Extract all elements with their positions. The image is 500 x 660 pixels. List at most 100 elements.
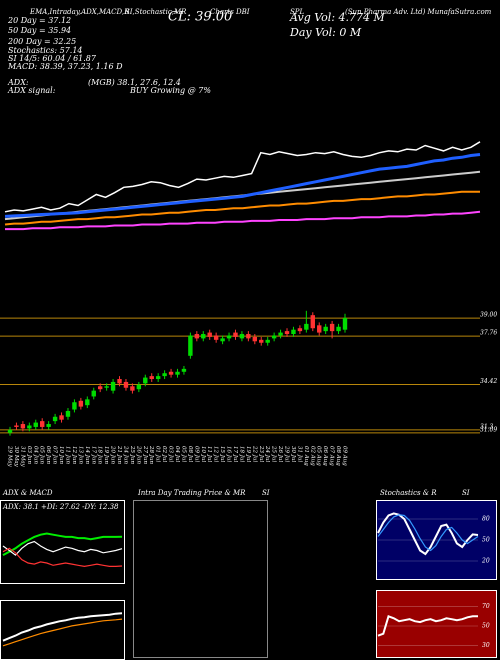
y-tick-label: 70 xyxy=(482,603,490,610)
candle-body xyxy=(155,376,161,380)
x-tick-label: 20 Jun xyxy=(110,445,116,464)
x-tick-label: 19 Jul xyxy=(245,446,251,462)
x-tick-label: 03 Jun xyxy=(26,446,32,464)
x-tick-label: 26 Jul xyxy=(277,445,283,462)
header-text: SI 14/5: 60.04 / 61.87 xyxy=(8,54,97,63)
x-tick-label: 04 Jul xyxy=(174,446,180,462)
panel-title: ADX & MACD xyxy=(2,489,53,497)
header-text: BUY Growing @ 7% xyxy=(129,86,211,95)
header-text: Avg Vol: 4.774 M xyxy=(289,11,386,24)
y-tick-label: 20 xyxy=(481,558,490,565)
candle-body xyxy=(181,368,187,372)
x-tick-label: 18 Jul xyxy=(238,446,244,462)
x-tick-label: 21 Jun xyxy=(116,445,122,464)
candle-body xyxy=(136,384,142,390)
moving-average-line xyxy=(4,153,481,218)
x-tick-label: 09 Aug xyxy=(342,446,348,466)
header-text: SPL xyxy=(290,8,305,16)
indicator-line xyxy=(2,540,123,556)
candle-body xyxy=(213,335,219,340)
candle-body xyxy=(52,416,58,422)
candle-body xyxy=(27,425,32,429)
candle-body xyxy=(310,315,315,329)
candle-body xyxy=(33,422,38,427)
x-tick-label: 06 Jun xyxy=(45,446,51,464)
panel-frame xyxy=(0,500,125,584)
x-tick-label: 27 Jun xyxy=(142,445,148,464)
candle-body xyxy=(117,379,122,384)
candle-body xyxy=(123,381,129,388)
candle-body xyxy=(323,326,328,332)
x-tick-label: 03 Jul xyxy=(168,446,174,462)
candle-body xyxy=(143,377,148,384)
candle-body xyxy=(246,334,251,339)
candle-body xyxy=(20,424,26,429)
panel-frame xyxy=(376,590,497,658)
moving-average-line xyxy=(4,190,480,226)
candle-body xyxy=(40,421,45,427)
candle-body xyxy=(59,415,64,420)
x-tick-label: 29 Jul xyxy=(284,445,290,462)
x-tick-label: 12 Jun xyxy=(71,446,77,464)
header-text: Charts DBI xyxy=(210,8,250,16)
x-tick-label: 29 May xyxy=(7,445,13,468)
candle-body xyxy=(72,402,77,410)
y-tick-label: 31.3 xyxy=(480,423,494,430)
x-tick-label: 07 Aug xyxy=(329,446,335,466)
panel-frame xyxy=(0,600,125,660)
x-tick-label: 15 Jul xyxy=(219,446,225,462)
x-tick-label: 05 Aug xyxy=(316,446,322,466)
candle-body xyxy=(201,334,206,339)
x-tick-label: 24 Jul xyxy=(264,445,270,462)
candle-body xyxy=(149,376,154,380)
indicator-line xyxy=(2,612,123,642)
panel-title: ADX: 38.1 +DI: 27.62 -DY: 12.38 xyxy=(2,503,119,511)
candle-body xyxy=(297,328,303,332)
candle-body xyxy=(317,325,322,333)
price-line xyxy=(4,141,481,213)
candle-body xyxy=(175,371,180,375)
candle-body xyxy=(188,335,193,356)
x-tick-label: 13 Jun xyxy=(77,446,83,464)
candle-body xyxy=(329,323,335,332)
candle-body xyxy=(259,339,264,343)
x-tick-label: 06 Aug xyxy=(322,446,328,466)
candle-body xyxy=(162,373,167,377)
y-tick-label: 50 xyxy=(482,537,490,544)
candle-body xyxy=(110,381,116,391)
x-tick-label: 09 Jul xyxy=(193,446,199,462)
candle-body xyxy=(304,323,309,330)
candle-body xyxy=(207,332,212,337)
x-tick-label: 25 Jun xyxy=(129,445,135,464)
candle-body xyxy=(194,334,200,339)
candle-body xyxy=(220,338,225,342)
candle-body xyxy=(91,390,96,397)
header-text: Day Vol: 0 M xyxy=(289,26,362,39)
candle-body xyxy=(252,336,258,342)
panel-title: SI xyxy=(462,489,470,497)
moving-average-line xyxy=(5,210,481,231)
candle-body xyxy=(104,386,109,388)
candle-body xyxy=(14,425,19,427)
indicator-line xyxy=(377,512,479,556)
candle-body xyxy=(65,410,71,417)
candle-body xyxy=(46,424,51,427)
x-tick-label: 02 Aug xyxy=(309,446,315,466)
candle-body xyxy=(271,335,277,339)
header-text: ADX signal: xyxy=(7,86,56,95)
indicator-line xyxy=(2,532,123,556)
y-tick-label: 31.09 xyxy=(480,426,497,433)
header-text: 20 Day = 37.12 xyxy=(7,16,71,25)
x-tick-label: 01 Aug xyxy=(303,446,309,466)
x-tick-label: 30 Jul xyxy=(290,446,296,462)
indicator-line xyxy=(377,614,478,637)
indicator-line xyxy=(377,514,479,552)
x-tick-label: 18 Jun xyxy=(97,446,103,464)
x-tick-label: 14 Jun xyxy=(84,446,90,464)
x-tick-label: 22 Jul xyxy=(251,445,257,462)
x-tick-label: 24 Jun xyxy=(122,445,128,464)
x-tick-label: 10 Jun xyxy=(58,446,64,464)
candle-body xyxy=(265,339,270,343)
